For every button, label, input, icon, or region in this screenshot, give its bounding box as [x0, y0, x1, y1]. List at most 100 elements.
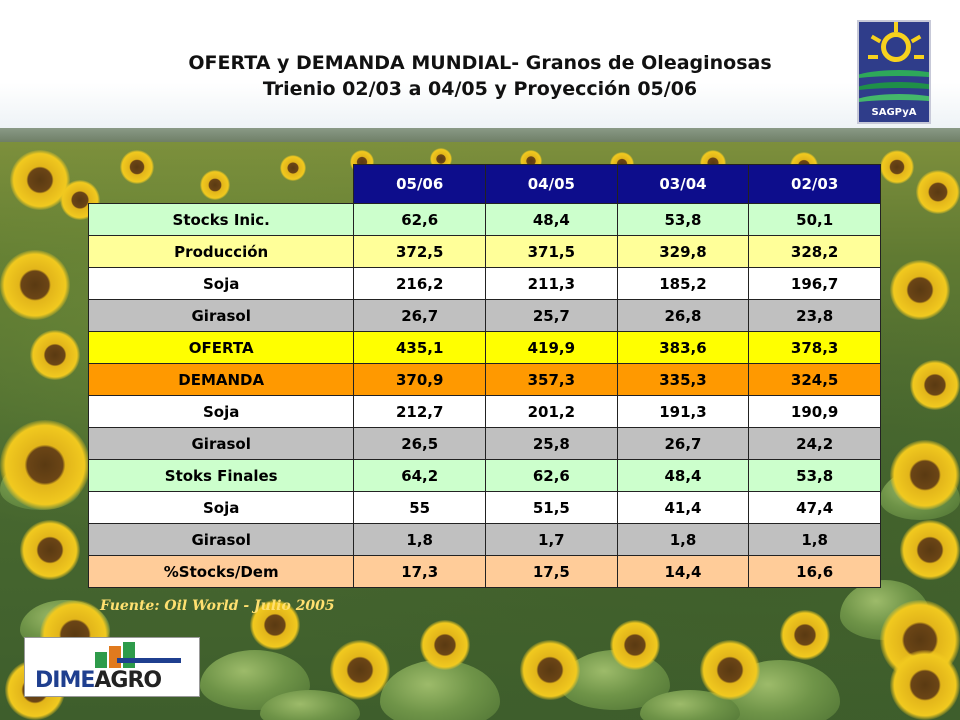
table-row: Girasol 26,5 25,8 26,7 24,2 — [87, 427, 881, 460]
table-row: Soja 212,7 201,2 191,3 190,9 — [87, 395, 881, 428]
table-row: Soja 55 51,5 41,4 47,4 — [87, 491, 881, 524]
table-cell: 55 — [353, 491, 487, 524]
table-cell: 324,5 — [748, 363, 881, 396]
logo-bar — [117, 658, 181, 663]
sunflower — [910, 360, 960, 410]
table-cell: 17,5 — [485, 555, 618, 588]
green-wave — [859, 94, 929, 116]
table-cell: 53,8 — [616, 203, 750, 236]
sunflower — [916, 170, 960, 214]
table-cell: 383,6 — [616, 331, 750, 364]
table-body: Stocks Inic. 62,6 48,4 53,8 50,1 Producción 37… — [87, 203, 881, 588]
logo-block-orange — [109, 646, 121, 668]
table-cell: 211,3 — [485, 267, 618, 300]
table-row: Girasol 26,7 25,7 26,8 23,8 — [87, 299, 881, 332]
table-cell: 25,8 — [485, 427, 618, 460]
dimeagro-logo: DIMEAGRO — [24, 637, 200, 697]
title-line-2: Trienio 02/03 a 04/05 y Proyección 05/06 — [262, 78, 698, 100]
sun-ray — [894, 22, 898, 32]
logo-block-green — [95, 652, 107, 668]
table-cell: 24,2 — [748, 427, 881, 460]
table-cell: 51,5 — [485, 491, 618, 524]
column-header: 04/05 — [485, 164, 618, 204]
row-label: DEMANDA — [87, 363, 355, 396]
sunflower — [880, 150, 914, 184]
logo-block-green — [123, 642, 135, 668]
table-header-row: 05/06 04/05 03/04 02/03 — [89, 164, 881, 204]
table-cell: 16,6 — [748, 555, 881, 588]
sun-icon — [881, 32, 911, 62]
table-cell: 14,4 — [616, 555, 750, 588]
table-cell: 329,8 — [616, 235, 750, 268]
table-cell: 48,4 — [485, 203, 618, 236]
row-label: Girasol — [87, 299, 355, 332]
leaf — [380, 660, 500, 720]
table-cell: 371,5 — [485, 235, 618, 268]
table-cell: 191,3 — [616, 395, 750, 428]
column-header: 05/06 — [353, 164, 487, 204]
column-header: 02/03 — [748, 164, 881, 204]
table-cell: 26,7 — [353, 299, 487, 332]
title-line-1: OFERTA y DEMANDA MUNDIAL- Granos de Olea… — [188, 52, 772, 74]
table-row: Soja 216,2 211,3 185,2 196,7 — [87, 267, 881, 300]
table-cell: 48,4 — [616, 459, 750, 492]
sunflower — [700, 640, 760, 700]
row-label: Stoks Finales — [87, 459, 355, 492]
sunflower — [30, 330, 80, 380]
row-label: Soja — [87, 267, 355, 300]
row-label: Soja — [87, 491, 355, 524]
table-cell: 23,8 — [748, 299, 881, 332]
supply-demand-table: 05/06 04/05 03/04 02/03 Stocks Inic. 62,6… — [87, 164, 881, 588]
table-cell: 62,6 — [485, 459, 618, 492]
table-cell: 328,2 — [748, 235, 881, 268]
sunflower — [890, 260, 950, 320]
sunflower — [890, 650, 960, 720]
table-cell: 1,7 — [485, 523, 618, 556]
sunflower — [330, 640, 390, 700]
sunflower — [610, 620, 660, 670]
table-cell: 378,3 — [748, 331, 881, 364]
column-header: 03/04 — [616, 164, 750, 204]
table-cell: 196,7 — [748, 267, 881, 300]
sun-ray — [870, 34, 882, 44]
table-cell: 26,5 — [353, 427, 487, 460]
table-cell: 335,3 — [616, 363, 750, 396]
sunflower — [0, 420, 90, 510]
sunflower — [250, 600, 300, 650]
table-cell: 1,8 — [748, 523, 881, 556]
table-cell: 185,2 — [616, 267, 750, 300]
table-row: Girasol 1,8 1,7 1,8 1,8 — [87, 523, 881, 556]
row-label: %Stocks/Dem — [87, 555, 355, 588]
table-cell: 25,7 — [485, 299, 618, 332]
logo-word-dime: DIME — [35, 668, 95, 693]
sky — [0, 0, 960, 150]
sunflower — [20, 520, 80, 580]
table-cell: 64,2 — [353, 459, 487, 492]
table-row: Producción 372,5 371,5 329,8 328,2 — [87, 235, 881, 268]
row-label: Soja — [87, 395, 355, 428]
sunflower — [780, 610, 830, 660]
table-row: Stocks Inic. 62,6 48,4 53,8 50,1 — [87, 203, 881, 236]
green-wave — [859, 70, 929, 92]
sagpya-logo: SAGPyA — [857, 20, 931, 124]
table-cell: 216,2 — [353, 267, 487, 300]
sunflower — [900, 520, 960, 580]
page-title: OFERTA y DEMANDA MUNDIAL- Granos de Olea… — [90, 50, 870, 102]
table-cell: 201,2 — [485, 395, 618, 428]
sunflower — [520, 640, 580, 700]
table-cell: 41,4 — [616, 491, 750, 524]
table-cell: 53,8 — [748, 459, 881, 492]
table-row: OFERTA 435,1 419,9 383,6 378,3 — [87, 331, 881, 364]
table-cell: 419,9 — [485, 331, 618, 364]
table-row: Stoks Finales 64,2 62,6 48,4 53,8 — [87, 459, 881, 492]
sunflower — [120, 150, 154, 184]
table-cell: 435,1 — [353, 331, 487, 364]
table-cell: 47,4 — [748, 491, 881, 524]
row-label: Producción — [87, 235, 355, 268]
table-cell: 1,8 — [616, 523, 750, 556]
table-cell: 212,7 — [353, 395, 487, 428]
sun-ray — [914, 55, 924, 59]
table-cell: 62,6 — [353, 203, 487, 236]
table-cell: 357,3 — [485, 363, 618, 396]
row-label: Girasol — [87, 523, 355, 556]
